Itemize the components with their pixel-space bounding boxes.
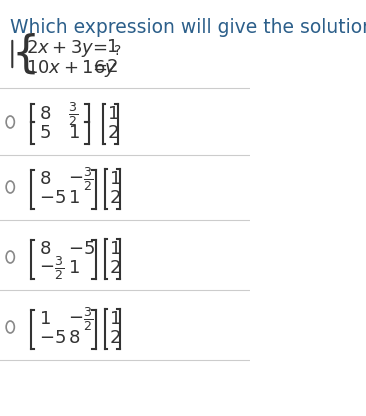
Text: $8$: $8$ bbox=[68, 329, 81, 347]
Text: $1$: $1$ bbox=[106, 38, 118, 56]
Text: $-5$: $-5$ bbox=[39, 189, 66, 207]
Text: $-\frac{3}{2}$: $-\frac{3}{2}$ bbox=[39, 254, 64, 282]
Text: $1$: $1$ bbox=[109, 170, 121, 188]
Text: $=$: $=$ bbox=[89, 38, 108, 56]
Text: $-5$: $-5$ bbox=[39, 329, 66, 347]
Text: $2$: $2$ bbox=[109, 329, 121, 347]
Text: $2$: $2$ bbox=[109, 189, 121, 207]
Text: $-5$: $-5$ bbox=[68, 240, 95, 258]
Text: $-\frac{3}{2}$: $-\frac{3}{2}$ bbox=[68, 165, 93, 193]
Text: $1$: $1$ bbox=[68, 259, 80, 277]
Text: $2$: $2$ bbox=[107, 124, 119, 142]
Text: Which expression will give the solution of: Which expression will give the solution … bbox=[10, 18, 366, 37]
Text: $?$: $?$ bbox=[113, 44, 121, 58]
Text: $1$: $1$ bbox=[68, 124, 80, 142]
Text: $1$: $1$ bbox=[109, 240, 121, 258]
Text: $2x + 3y$: $2x + 3y$ bbox=[26, 38, 94, 59]
Text: $5$: $5$ bbox=[39, 124, 51, 142]
Text: $\frac{3}{2}$: $\frac{3}{2}$ bbox=[68, 100, 78, 128]
Text: $10x + 16y$: $10x + 16y$ bbox=[26, 58, 117, 79]
Text: $1$: $1$ bbox=[109, 310, 121, 328]
Text: $1$: $1$ bbox=[107, 105, 119, 123]
Text: $2$: $2$ bbox=[106, 58, 118, 76]
Text: $-\frac{3}{2}$: $-\frac{3}{2}$ bbox=[68, 305, 93, 333]
Text: $8$: $8$ bbox=[39, 170, 51, 188]
Text: $1$: $1$ bbox=[68, 189, 80, 207]
Text: $2$: $2$ bbox=[109, 259, 121, 277]
Text: $1$: $1$ bbox=[39, 310, 51, 328]
Text: $=$: $=$ bbox=[89, 58, 108, 76]
Text: $8$: $8$ bbox=[39, 105, 51, 123]
Text: $8$: $8$ bbox=[39, 240, 51, 258]
Text: {: { bbox=[12, 32, 40, 75]
